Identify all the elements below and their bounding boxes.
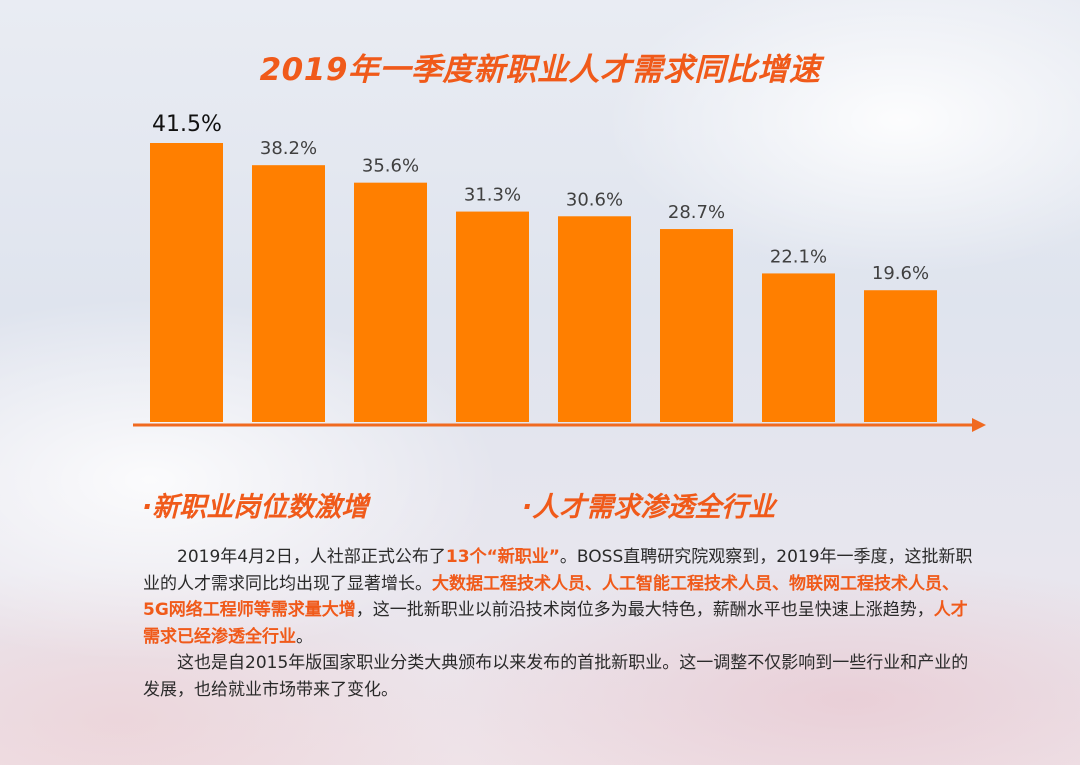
paragraph-1-text-3: ，这一批新职业以前沿技术岗位多为最大特色，薪酬水平也呈快速上涨趋势， [355,600,934,620]
chart-title: 2019年一季度新职业人才需求同比增速 [259,52,821,88]
bar-value-label: 38.2% [260,138,317,159]
heading-new-jobs-surge: ·新职业岗位数激增 [142,492,369,523]
body-text: 2019年4月2日，人社部正式公布了13个“新职业”。BOSS直聘研究院观察到，… [143,544,983,703]
bar-value-label: 35.6% [362,156,419,177]
bar [252,165,325,422]
bars-group [150,143,937,422]
bar [456,211,529,422]
bar-value-label: 28.7% [668,202,725,223]
paragraph-1: 2019年4月2日，人社部正式公布了13个“新职业”。BOSS直聘研究院观察到，… [143,544,983,650]
bar-chart: 41.5% 38.2% 35.6% 31.3% 30.6% 28.7% 22.1% 19.6% [133,112,986,432]
value-labels-group: 41.5% 38.2% 35.6% 31.3% 30.6% 28.7% 22.1% 19.6% [152,112,929,284]
bar-value-label: 31.3% [464,185,521,206]
highlight-demand-penetration: 人才需求已经渗透全行业 [143,600,968,647]
bar [558,216,631,422]
highlight-13-new-jobs: 13个“新职业” [445,547,560,567]
paragraph-1-text-4: 。 [296,626,313,647]
paragraph-1-text-1: 2019年4月2日，人社部正式公布了 [177,547,446,567]
heading-demand-all-industries: ·人才需求渗透全行业 [522,492,776,523]
x-axis-arrow-icon [972,418,986,432]
bar-value-label: 22.1% [770,246,827,267]
bar [150,143,223,422]
bar [354,182,427,422]
paragraph-2: 这也是自2015年版国家职业分类大典颁布以来发布的首批新职业。这一调整不仅影响到… [143,653,969,700]
bar-value-label: 30.6% [566,189,623,210]
highlight-job-types: 大数据工程技术人员、人工智能工程技术人员、物联网工程技术人员、5G网络工程师等需… [143,573,959,621]
bar [660,229,733,422]
paragraph-1-text-2: 。BOSS直聘研究院观察到，2019年一季度，这批新职业的人才需求同比均出现了显… [143,547,973,594]
bar [864,290,937,422]
bar-value-label: 19.6% [872,263,929,284]
bar [762,273,835,422]
bar-value-label: 41.5% [152,112,222,137]
